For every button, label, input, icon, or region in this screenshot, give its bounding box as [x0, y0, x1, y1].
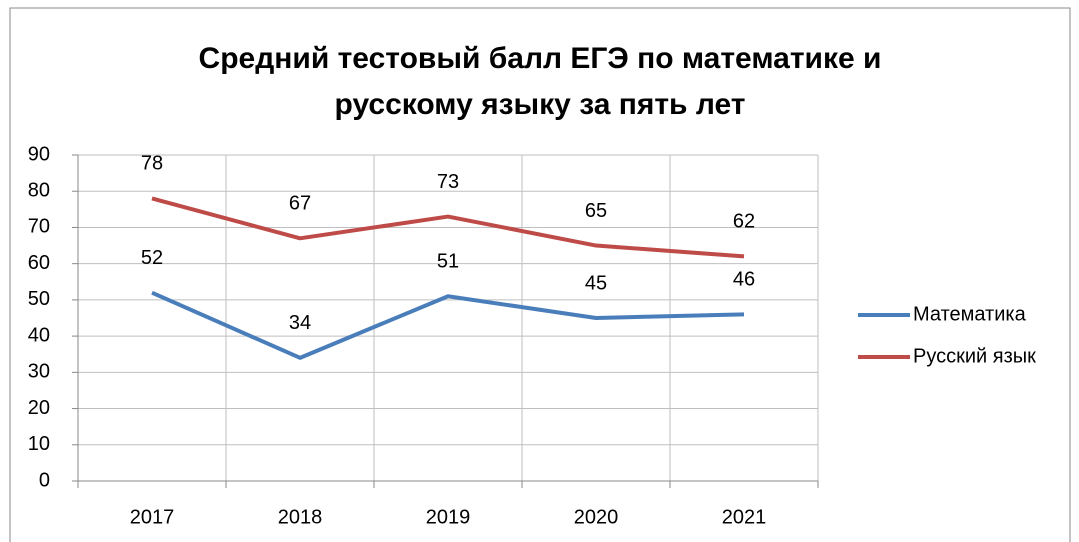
- data-label: 73: [437, 171, 459, 193]
- series-line: [151, 196, 745, 259]
- x-tick-label: 2021: [722, 506, 767, 528]
- y-tick-label: 40: [28, 324, 50, 346]
- x-tick-label: 2017: [130, 506, 175, 528]
- y-tick-label: 90: [28, 143, 50, 165]
- y-tick-label: 60: [28, 252, 50, 274]
- x-tick-label: 2019: [426, 506, 471, 528]
- data-label: 52: [141, 247, 163, 269]
- legend-label: Русский язык: [913, 345, 1036, 367]
- x-tick-label: 2018: [278, 506, 323, 528]
- y-tick-label: 30: [28, 361, 50, 383]
- y-tick-label: 70: [28, 216, 50, 238]
- chart-title: Средний тестовый балл ЕГЭ по математике …: [198, 42, 882, 121]
- data-label: 67: [289, 193, 311, 215]
- y-tick-label: 10: [28, 433, 50, 455]
- data-label: 62: [733, 211, 755, 233]
- y-tick-label: 50: [28, 288, 50, 310]
- x-tick-label: 2020: [574, 506, 619, 528]
- data-label: 46: [733, 269, 755, 291]
- y-tick-label: 80: [28, 180, 50, 202]
- chart-border: [9, 7, 1071, 542]
- y-tick-label: 0: [39, 469, 50, 491]
- data-label: 78: [141, 153, 163, 175]
- data-label: 51: [437, 251, 459, 273]
- y-tick-label: 20: [28, 397, 50, 419]
- legend-label: Математика: [913, 303, 1027, 325]
- data-label: 45: [585, 272, 607, 294]
- data-label: 34: [289, 312, 311, 334]
- series-line: [151, 290, 745, 360]
- data-label: 65: [585, 200, 607, 222]
